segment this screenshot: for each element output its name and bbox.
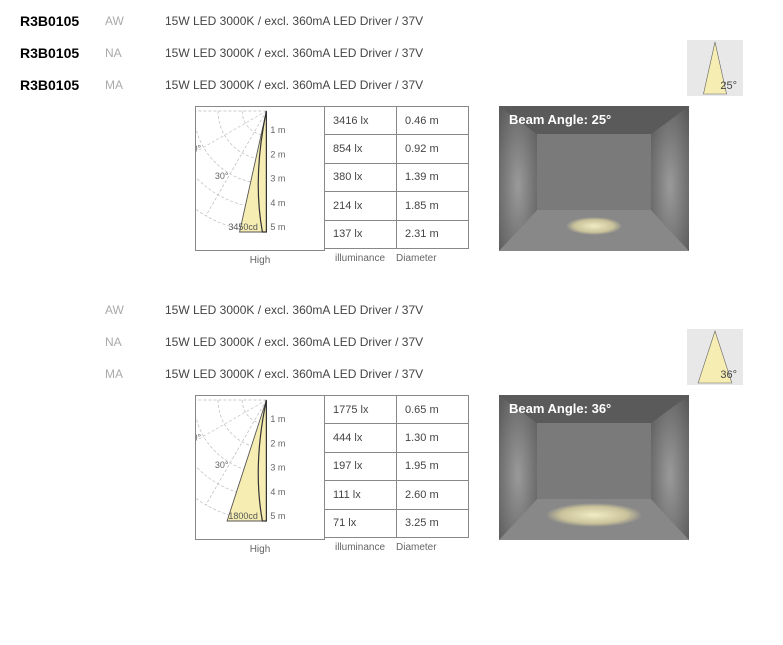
svg-text:3450cd: 3450cd — [228, 222, 258, 232]
svg-text:60°: 60° — [196, 144, 201, 154]
variant-code: MA — [105, 78, 165, 92]
charts-row: 1 m 2 m 3 m 4 m 5 m 60° 30° 1800cd High 1775 lx … — [195, 395, 763, 553]
svg-text:30°: 30° — [215, 171, 229, 181]
beam-cone-icon: 36° — [687, 329, 743, 385]
sku: R3B0105 — [20, 45, 105, 61]
diameter-cell: 3.25 m — [397, 509, 469, 537]
diameter-cell: 1.30 m — [397, 424, 469, 452]
polar-diagram: 1 m2 m3 m4 m5 m60°30°1800cdHigh — [195, 395, 325, 540]
table-row: 214 lx 1.85 m — [325, 192, 469, 220]
svg-text:2 m: 2 m — [270, 438, 285, 448]
spec-row: R3B0105 AW 15W LED 3000K / excl. 360mA L… — [20, 10, 763, 32]
table-row: 3416 lx 0.46 m — [325, 107, 469, 135]
svg-text:3 m: 3 m — [270, 463, 285, 473]
spec-row: AW 15W LED 3000K / excl. 360mA LED Drive… — [20, 299, 763, 321]
lx-cell: 214 lx — [325, 192, 397, 220]
table-row: 137 lx 2.31 m — [325, 220, 469, 248]
polar-x-label: High — [196, 544, 324, 555]
col-label-illuminance: illuminance — [324, 253, 396, 264]
svg-text:1800cd: 1800cd — [228, 511, 258, 521]
table-row: 380 lx 1.39 m — [325, 163, 469, 191]
table-row: 111 lx 2.60 m — [325, 481, 469, 509]
table-row: 854 lx 0.92 m — [325, 135, 469, 163]
svg-text:1 m: 1 m — [270, 125, 285, 135]
lx-cell: 111 lx — [325, 481, 397, 509]
diameter-cell: 0.46 m — [397, 107, 469, 135]
lx-cell: 197 lx — [325, 452, 397, 480]
table-row: 197 lx 1.95 m — [325, 452, 469, 480]
spec-row: R3B0105 MA 15W LED 3000K / excl. 360mA L… — [20, 74, 763, 96]
diameter-cell: 1.95 m — [397, 452, 469, 480]
svg-text:5 m: 5 m — [270, 222, 285, 232]
variant-code: AW — [105, 303, 165, 317]
polar-diagram: 1 m2 m3 m4 m5 m60°30°3450cdHigh — [195, 106, 325, 251]
illuminance-table: 3416 lx 0.46 m 854 lx 0.92 m 380 lx 1.39… — [324, 106, 469, 249]
beam-angle-value: 36° — [720, 369, 737, 381]
svg-text:4 m: 4 m — [270, 487, 285, 497]
spec-description: 15W LED 3000K / excl. 360mA LED Driver /… — [165, 78, 763, 92]
spec-row: R3B0105 NA 15W LED 3000K / excl. 360mA L… — [20, 42, 763, 64]
illuminance-table: 1775 lx 0.65 m 444 lx 1.30 m 197 lx 1.95… — [324, 395, 469, 538]
lx-cell: 1775 lx — [325, 395, 397, 423]
svg-text:30°: 30° — [215, 460, 229, 470]
product-section: R3B0105 AW 15W LED 3000K / excl. 360mA L… — [20, 10, 763, 264]
spec-description: 15W LED 3000K / excl. 360mA LED Driver /… — [165, 46, 763, 60]
lx-cell: 3416 lx — [325, 107, 397, 135]
sku: R3B0105 — [20, 13, 105, 29]
beam-render: Beam Angle: 25° — [499, 106, 689, 251]
diameter-cell: 0.65 m — [397, 395, 469, 423]
table-row: 1775 lx 0.65 m — [325, 395, 469, 423]
lx-cell: 380 lx — [325, 163, 397, 191]
lx-cell: 71 lx — [325, 509, 397, 537]
col-label-diameter: Diameter — [396, 253, 468, 264]
svg-text:2 m: 2 m — [270, 149, 285, 159]
diameter-cell: 1.39 m — [397, 163, 469, 191]
spec-description: 15W LED 3000K / excl. 360mA LED Driver /… — [165, 367, 763, 381]
variant-code: NA — [105, 46, 165, 60]
svg-text:60°: 60° — [196, 432, 201, 442]
diameter-cell: 2.31 m — [397, 220, 469, 248]
diameter-cell: 1.85 m — [397, 192, 469, 220]
col-label-diameter: Diameter — [396, 542, 468, 553]
svg-text:1 m: 1 m — [270, 414, 285, 424]
svg-text:5 m: 5 m — [270, 511, 285, 521]
charts-row: 1 m 2 m 3 m 4 m 5 m 60° 30° 3450cd High 3416 lx … — [195, 106, 763, 264]
beam-render: Beam Angle: 36° — [499, 395, 689, 540]
spec-description: 15W LED 3000K / excl. 360mA LED Driver /… — [165, 303, 763, 317]
beam-render-title: Beam Angle: 25° — [509, 112, 611, 127]
diameter-cell: 0.92 m — [397, 135, 469, 163]
variant-code: MA — [105, 367, 165, 381]
variant-code: NA — [105, 335, 165, 349]
beam-angle-value: 25° — [720, 80, 737, 92]
spec-description: 15W LED 3000K / excl. 360mA LED Driver /… — [165, 14, 763, 28]
lx-cell: 137 lx — [325, 220, 397, 248]
spec-row: MA 15W LED 3000K / excl. 360mA LED Drive… — [20, 363, 763, 385]
polar-x-label: High — [196, 255, 324, 266]
illuminance-table-wrap: 3416 lx 0.46 m 854 lx 0.92 m 380 lx 1.39… — [325, 106, 469, 264]
beam-render-title: Beam Angle: 36° — [509, 401, 611, 416]
table-row: 444 lx 1.30 m — [325, 424, 469, 452]
spec-row: NA 15W LED 3000K / excl. 360mA LED Drive… — [20, 331, 763, 353]
product-section: AW 15W LED 3000K / excl. 360mA LED Drive… — [20, 299, 763, 553]
variant-code: AW — [105, 14, 165, 28]
table-row: 71 lx 3.25 m — [325, 509, 469, 537]
lx-cell: 444 lx — [325, 424, 397, 452]
svg-text:3 m: 3 m — [270, 174, 285, 184]
svg-text:4 m: 4 m — [270, 198, 285, 208]
illuminance-table-wrap: 1775 lx 0.65 m 444 lx 1.30 m 197 lx 1.95… — [325, 395, 469, 553]
col-label-illuminance: illuminance — [324, 542, 396, 553]
lx-cell: 854 lx — [325, 135, 397, 163]
diameter-cell: 2.60 m — [397, 481, 469, 509]
spec-description: 15W LED 3000K / excl. 360mA LED Driver /… — [165, 335, 763, 349]
beam-cone-icon: 25° — [687, 40, 743, 96]
sku: R3B0105 — [20, 77, 105, 93]
